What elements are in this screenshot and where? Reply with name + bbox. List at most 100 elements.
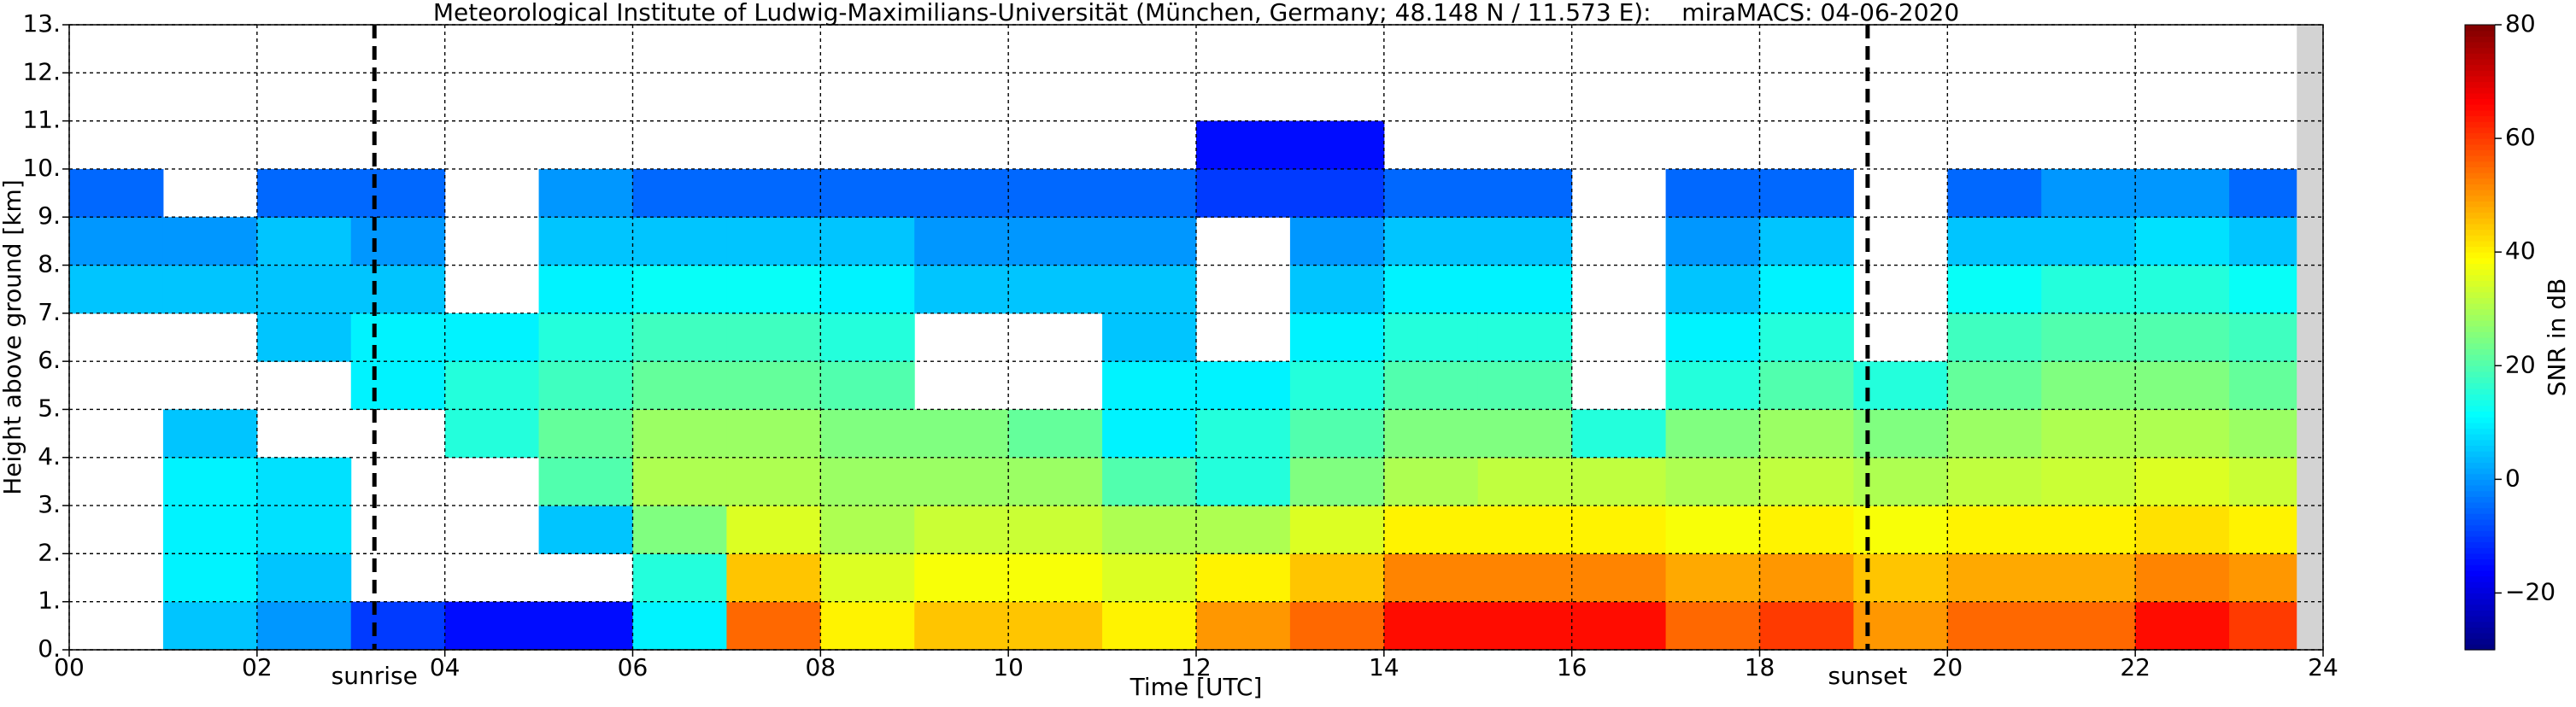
heatmap-cell: [1289, 265, 1385, 314]
heatmap-cell: [1571, 409, 1667, 459]
heatmap-cell: [2135, 553, 2230, 603]
heatmap-cell: [1759, 457, 1854, 506]
colorbar-swatch: [2465, 104, 2495, 111]
heatmap-cell: [1289, 505, 1385, 554]
colorbar-swatch: [2465, 468, 2495, 475]
colorbar-label: SNR in dB: [2543, 278, 2571, 396]
heatmap-cell: [2135, 168, 2230, 218]
colorbar-swatch: [2465, 36, 2495, 43]
colorbar-swatch: [2465, 518, 2495, 526]
heatmap-cell: [726, 313, 821, 362]
heatmap-cell: [1571, 505, 1667, 554]
y-tick-label: 0.: [38, 634, 61, 663]
x-tick-label: 14: [1369, 653, 1399, 681]
colorbar-swatch: [2465, 621, 2495, 628]
heatmap-cell: [69, 265, 164, 314]
colorbar-swatch: [2465, 303, 2495, 310]
heatmap-cell: [1383, 361, 1479, 410]
heatmap-cell: [726, 265, 821, 314]
colorbar-swatch: [2465, 610, 2495, 616]
heatmap-cell: [1759, 553, 1854, 603]
heatmap-cell: [538, 457, 633, 506]
y-tick-label: 11.: [22, 106, 61, 134]
heatmap-cell: [1477, 409, 1573, 459]
colorbar-swatch: [2465, 98, 2495, 105]
colorbar-swatch: [2465, 263, 2495, 270]
colorbar-swatch: [2465, 115, 2495, 122]
heatmap-cell: [1196, 553, 1291, 603]
colorbar-swatch: [2465, 53, 2495, 60]
heatmap-cell: [2041, 217, 2136, 266]
heatmap-cell: [1665, 553, 1760, 603]
heatmap-cell: [162, 505, 258, 554]
heatmap-cell: [1383, 265, 1479, 314]
heatmap-cell: [1102, 361, 1197, 410]
heatmap-cell: [632, 457, 727, 506]
heatmap-cell: [538, 361, 633, 410]
colorbar-swatch: [2465, 75, 2495, 83]
heatmap-cell: [1383, 217, 1479, 266]
heatmap-cell: [1947, 313, 2042, 362]
colorbar-swatch: [2465, 223, 2495, 231]
colorbar-swatch: [2465, 87, 2495, 94]
colorbar-swatch: [2465, 342, 2495, 349]
heatmap-cell: [256, 265, 352, 314]
heatmap-cell: [1665, 265, 1760, 314]
heatmap-cell: [726, 553, 821, 603]
colorbar-swatch: [2465, 462, 2495, 469]
colorbar-swatch: [2465, 201, 2495, 207]
heatmap-cell: [2135, 409, 2230, 459]
heatmap-cell: [1289, 409, 1385, 459]
heatmap-cell: [726, 457, 821, 506]
heatmap-cell: [2135, 265, 2230, 314]
colorbar-swatch: [2465, 354, 2495, 361]
colorbar-swatch: [2465, 524, 2495, 531]
heatmap-cell: [444, 361, 540, 410]
colorbar-swatch: [2465, 456, 2495, 463]
colorbar-swatch: [2465, 337, 2495, 344]
heatmap-cell: [350, 361, 446, 410]
colorbar-swatch: [2465, 320, 2495, 327]
heatmap-cell: [538, 409, 633, 459]
annotation-label: sunrise: [332, 662, 418, 690]
heatmap-cell: [1665, 361, 1760, 410]
colorbar-swatch: [2465, 92, 2495, 100]
heatmap-cell: [256, 553, 352, 603]
no-data-area: [2297, 25, 2323, 650]
heatmap-cell: [1947, 505, 2042, 554]
heatmap-cell: [1196, 601, 1291, 651]
heatmap-cell: [444, 409, 540, 459]
heatmap-cell: [726, 409, 821, 459]
colorbar-swatch: [2465, 434, 2495, 441]
colorbar-swatch: [2465, 627, 2495, 634]
heatmap-cell: [256, 601, 352, 651]
heatmap-cell: [1477, 217, 1573, 266]
colorbar-swatch: [2465, 229, 2495, 236]
colorbar-swatch: [2465, 161, 2495, 167]
heatmap-cell: [632, 361, 727, 410]
heatmap-cell: [1289, 361, 1385, 410]
colorbar-tick-label: 0: [2505, 464, 2520, 492]
heatmap-cell: [256, 457, 352, 506]
colorbar-swatch: [2465, 535, 2495, 543]
heatmap-cell: [820, 505, 915, 554]
heatmap-cell: [1947, 217, 2042, 266]
heatmap-cell: [820, 553, 915, 603]
heatmap-cell: [820, 409, 915, 459]
colorbar-swatch: [2465, 64, 2495, 71]
x-tick-label: 10: [993, 653, 1024, 681]
colorbar-swatch: [2465, 126, 2495, 134]
heatmap-cell: [820, 168, 915, 218]
y-tick-label: 13.: [22, 9, 61, 38]
colorbar-tick-label: 60: [2505, 123, 2536, 151]
colorbar-tick-label: 20: [2505, 350, 2536, 378]
y-tick-label: 12.: [22, 57, 61, 85]
heatmap-cell: [820, 361, 915, 410]
heatmap-cell: [1383, 505, 1479, 554]
heatmap-cell: [914, 457, 1009, 506]
colorbar-swatch: [2465, 189, 2495, 196]
heatmap-cell: [2041, 313, 2136, 362]
colorbar-swatch: [2465, 257, 2495, 265]
heatmap-cell: [1571, 457, 1667, 506]
colorbar-swatch: [2465, 41, 2495, 49]
